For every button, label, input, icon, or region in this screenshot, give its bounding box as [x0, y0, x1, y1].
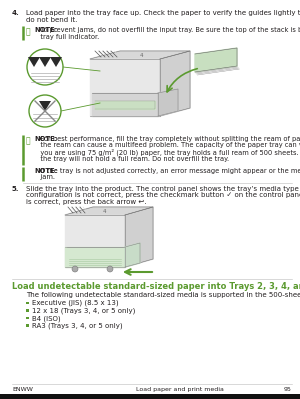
- Polygon shape: [92, 93, 158, 116]
- Text: ENWW: ENWW: [12, 387, 33, 392]
- Text: 95: 95: [284, 387, 292, 392]
- Text: For best performance, fill the tray completely without splitting the ream of pap: For best performance, fill the tray comp…: [34, 136, 300, 142]
- Text: Load undetectable standard-sized paper into Trays 2, 3, 4, and 5: Load undetectable standard-sized paper i…: [12, 282, 300, 291]
- Text: you are using 75 g/m² (20 lb) paper, the tray holds a full ream of 500 sheets. I: you are using 75 g/m² (20 lb) paper, the…: [34, 149, 300, 156]
- Polygon shape: [28, 57, 40, 67]
- Text: 4: 4: [103, 209, 106, 214]
- Text: NOTE:: NOTE:: [34, 27, 57, 33]
- Text: NOTE:: NOTE:: [34, 168, 57, 174]
- Polygon shape: [95, 101, 155, 109]
- Polygon shape: [65, 215, 125, 267]
- Text: The following undetectable standard-sized media is supported in the 500-sheet tr: The following undetectable standard-size…: [26, 292, 300, 298]
- Text: NOTE:: NOTE:: [34, 136, 57, 142]
- Polygon shape: [39, 101, 51, 111]
- Text: jam.: jam.: [34, 174, 55, 180]
- Polygon shape: [195, 48, 237, 72]
- Text: To prevent jams, do not overfill the input tray. Be sure the top of the stack is: To prevent jams, do not overfill the inp…: [34, 27, 300, 33]
- Text: 5.: 5.: [12, 186, 20, 192]
- Text: the tray will not hold a full ream. Do not overfill the tray.: the tray will not hold a full ream. Do n…: [34, 156, 229, 162]
- Bar: [0, 394, 300, 399]
- Polygon shape: [125, 207, 153, 267]
- Text: ⓘ: ⓘ: [26, 27, 31, 36]
- Bar: [26, 316, 28, 319]
- Polygon shape: [125, 243, 140, 267]
- Text: 4: 4: [140, 53, 143, 58]
- Text: Executive (JIS) (8.5 x 13): Executive (JIS) (8.5 x 13): [32, 300, 118, 306]
- Bar: [26, 324, 28, 326]
- Text: B4 (ISO): B4 (ISO): [32, 315, 61, 322]
- Text: Slide the tray into the product. The control panel shows the tray’s media type a: Slide the tray into the product. The con…: [26, 186, 300, 192]
- Circle shape: [27, 49, 63, 85]
- Circle shape: [29, 95, 61, 127]
- Bar: [26, 302, 28, 304]
- Text: do not bend it.: do not bend it.: [26, 16, 77, 22]
- Text: Load paper into the tray face up. Check the paper to verify the guides lightly t: Load paper into the tray face up. Check …: [26, 10, 300, 16]
- Text: tray full indicator.: tray full indicator.: [34, 34, 99, 40]
- Text: Load paper and print media: Load paper and print media: [136, 387, 224, 392]
- Text: ⓘ: ⓘ: [26, 136, 31, 145]
- Polygon shape: [65, 207, 153, 215]
- Text: 4.: 4.: [12, 10, 20, 16]
- Bar: [26, 309, 28, 312]
- Polygon shape: [90, 51, 190, 59]
- Circle shape: [72, 266, 78, 272]
- Polygon shape: [158, 89, 178, 116]
- Circle shape: [107, 266, 113, 272]
- Text: is correct, press the back arrow ↩.: is correct, press the back arrow ↩.: [26, 199, 146, 205]
- Polygon shape: [65, 247, 125, 267]
- Polygon shape: [50, 57, 62, 67]
- Text: 12 x 18 (Trays 3, 4, or 5 only): 12 x 18 (Trays 3, 4, or 5 only): [32, 308, 135, 314]
- Text: the ream can cause a multifeed problem. The capacity of the paper tray can vary.: the ream can cause a multifeed problem. …: [34, 142, 300, 148]
- Text: If the tray is not adjusted correctly, an error message might appear or the medi: If the tray is not adjusted correctly, a…: [34, 168, 300, 174]
- Polygon shape: [39, 57, 51, 67]
- Polygon shape: [90, 59, 160, 116]
- Text: configuration is not correct, press the checkmark button ✓ on the control panel.: configuration is not correct, press the …: [26, 192, 300, 198]
- Polygon shape: [160, 51, 190, 116]
- Text: RA3 (Trays 3, 4, or 5 only): RA3 (Trays 3, 4, or 5 only): [32, 322, 123, 329]
